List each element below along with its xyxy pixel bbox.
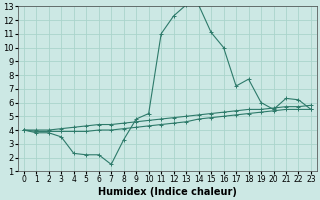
X-axis label: Humidex (Indice chaleur): Humidex (Indice chaleur) [98, 187, 237, 197]
